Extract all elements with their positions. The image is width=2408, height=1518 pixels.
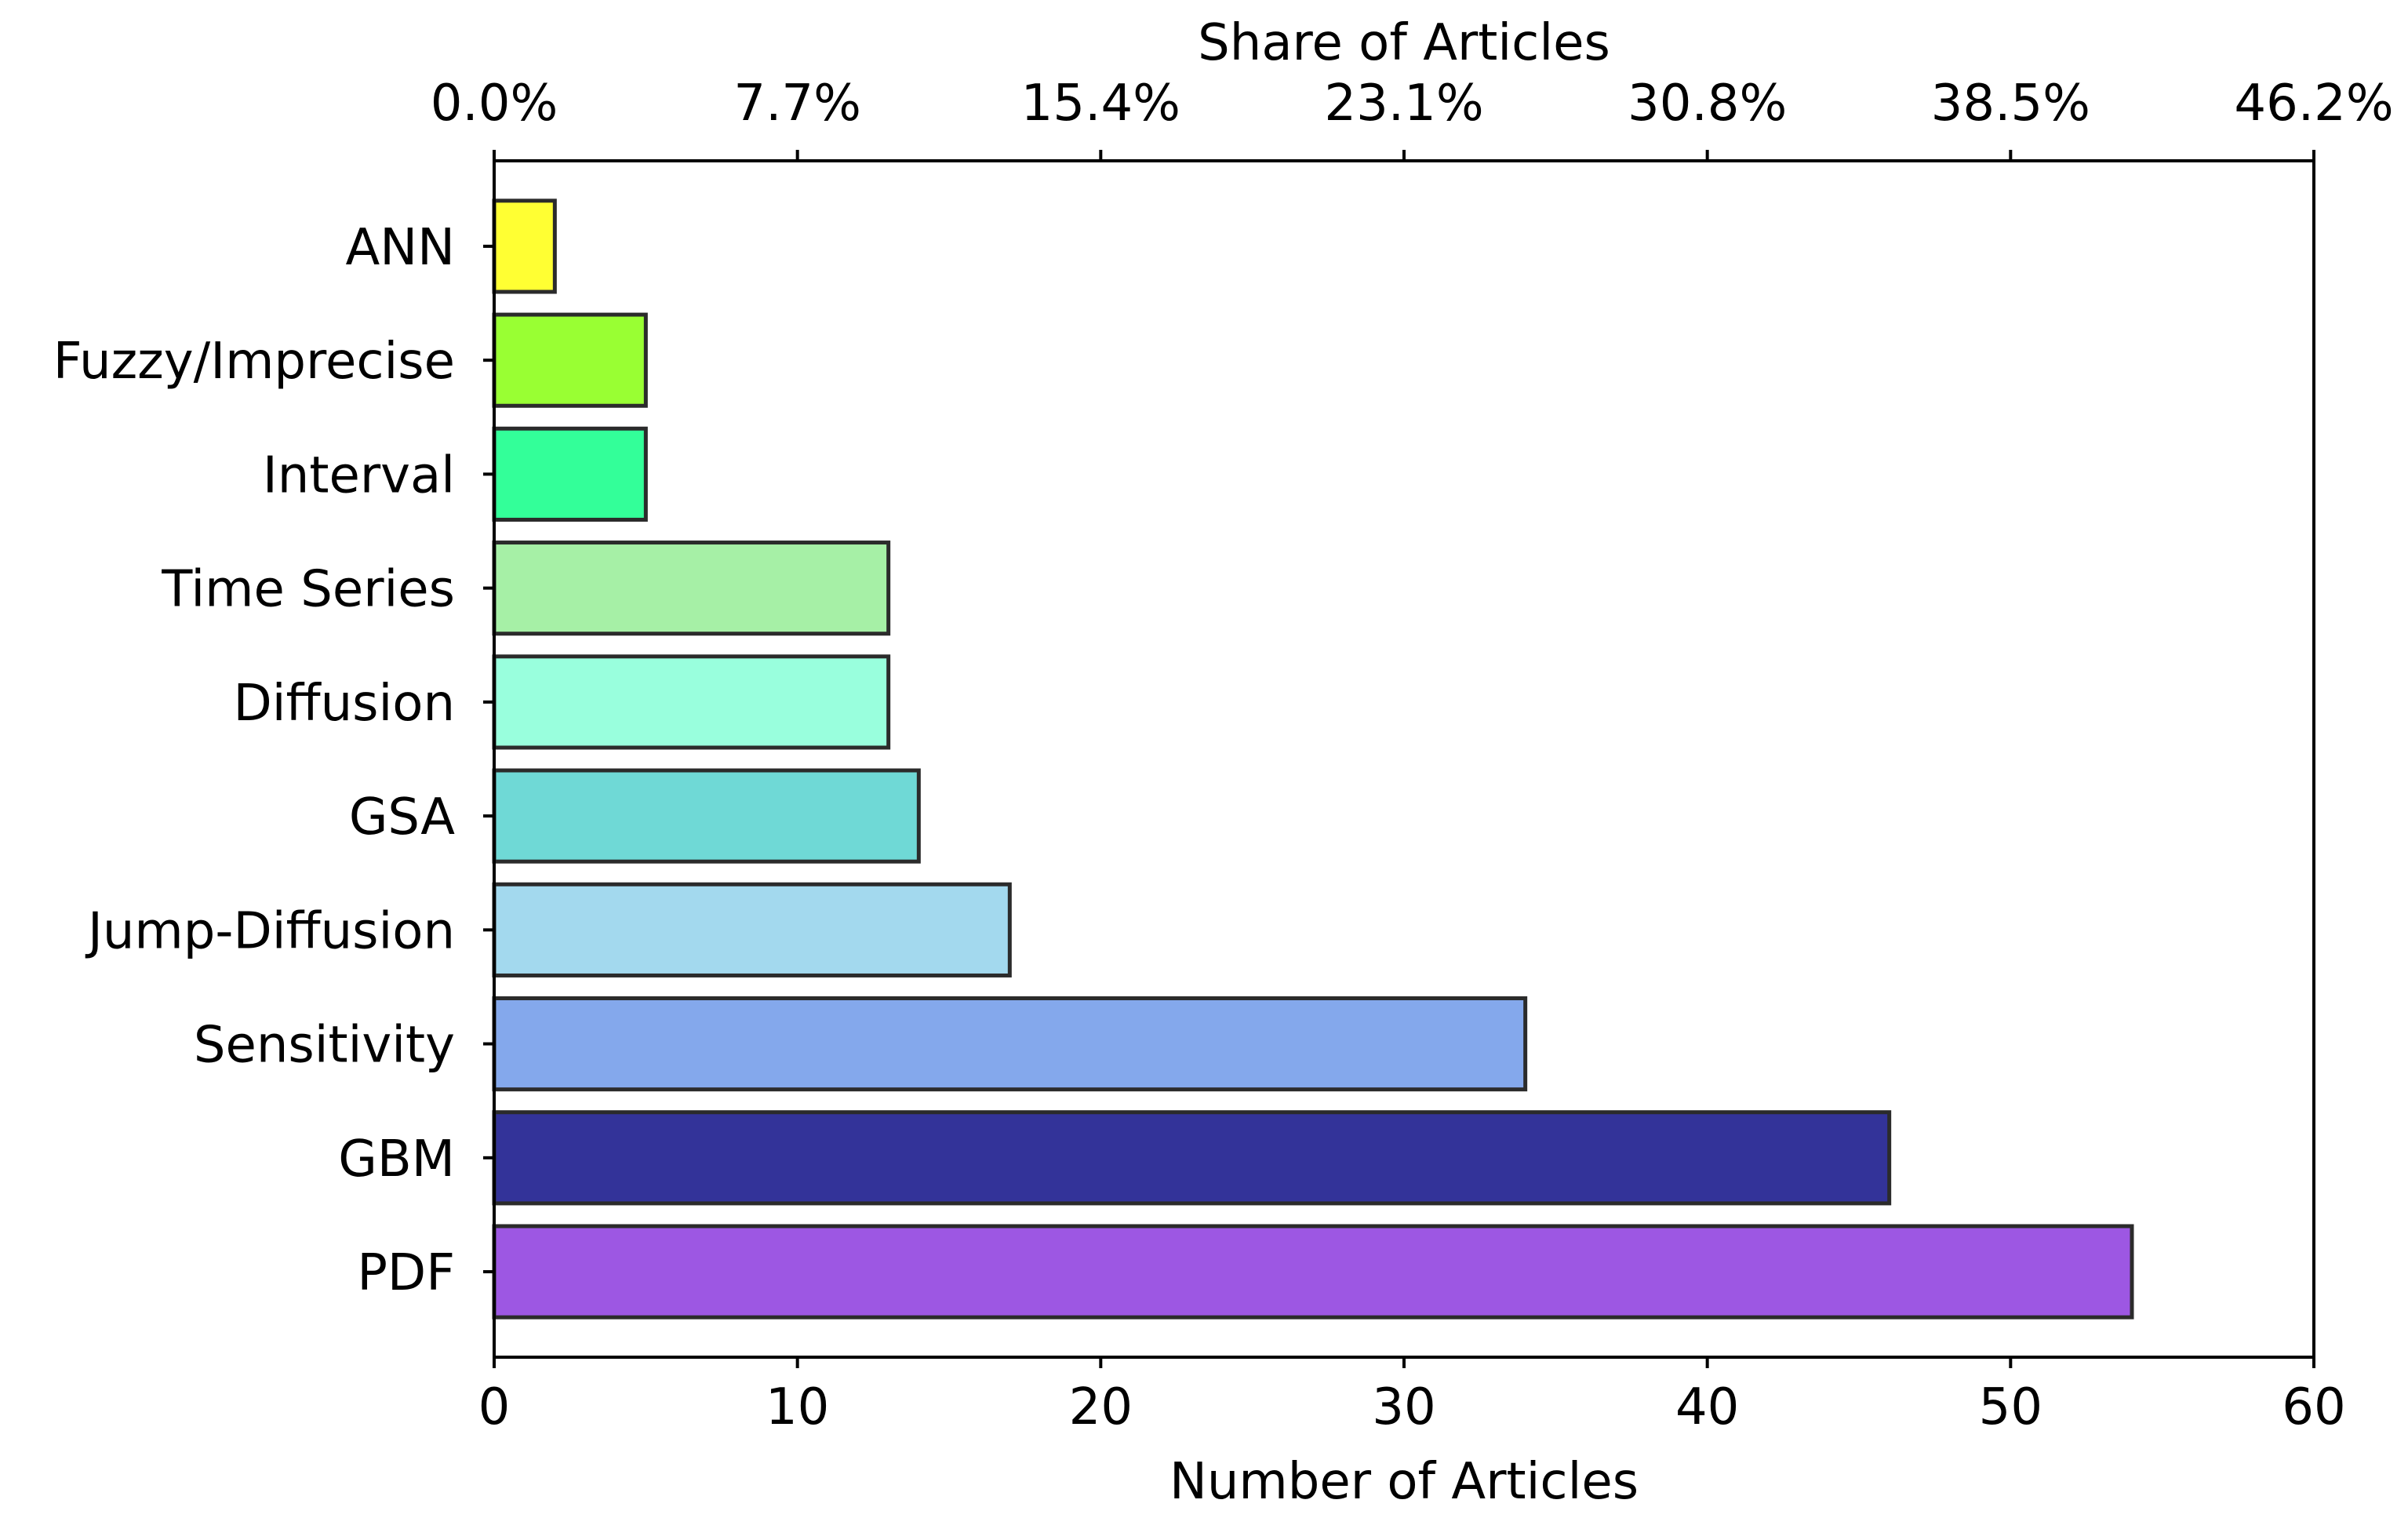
top-tick-label: 46.2%	[2234, 75, 2393, 133]
bar-gsa	[492, 768, 921, 864]
category-label: GBM	[338, 1130, 455, 1189]
category-label: Diffusion	[233, 675, 455, 733]
bar-pdf	[492, 1224, 2134, 1320]
x-tick-label: 40	[1675, 1378, 1739, 1436]
x-tick-label: 30	[1372, 1378, 1435, 1436]
category-label: ANN	[345, 219, 455, 277]
category-labels: ANN Fuzzy/Imprecise Interval Time Series Dif…	[53, 219, 456, 1302]
top-tick-label: 23.1%	[1324, 75, 1483, 133]
category-label: GSA	[349, 788, 455, 846]
x-tick-label: 20	[1069, 1378, 1133, 1436]
bars-group	[492, 198, 2134, 1320]
category-label: Interval	[263, 446, 455, 504]
x-tick-label: 10	[766, 1378, 829, 1436]
x-tick-label: 0	[478, 1378, 511, 1436]
bar-ann	[492, 198, 557, 294]
bar-jump-diffusion	[492, 882, 1012, 977]
bar-gbm	[492, 1110, 1892, 1206]
bar-sensitivity	[492, 996, 1528, 1092]
x-tick-label: 50	[1979, 1378, 2042, 1436]
category-label: Fuzzy/Imprecise	[53, 333, 455, 391]
x-axis-title: Number of Articles	[1169, 1453, 1639, 1511]
ticks-group: 0 10 20 30 40 50 60 0.0% 7.7% 15.4% 23.1% 30.8% 38.5…	[431, 75, 2394, 1436]
top-tick-label: 7.7%	[733, 75, 861, 133]
top-tick-label: 15.4%	[1021, 75, 1180, 133]
bar-interval	[492, 426, 648, 522]
top-tick-label: 38.5%	[1931, 75, 2090, 133]
top-tick-label: 30.8%	[1628, 75, 1787, 133]
category-label: Jump-Diffusion	[85, 902, 455, 960]
bar-diffusion	[492, 654, 891, 750]
category-label: PDF	[357, 1244, 455, 1302]
bar-time-series	[492, 541, 891, 636]
bar-fuzzy-imprecise	[492, 312, 648, 408]
category-label: Time Series	[161, 561, 455, 619]
top-tick-label: 0.0%	[431, 75, 558, 133]
category-label: Sensitivity	[194, 1017, 455, 1075]
top-axis-title: Share of Articles	[1198, 14, 1610, 72]
x-tick-label: 60	[2282, 1378, 2345, 1436]
